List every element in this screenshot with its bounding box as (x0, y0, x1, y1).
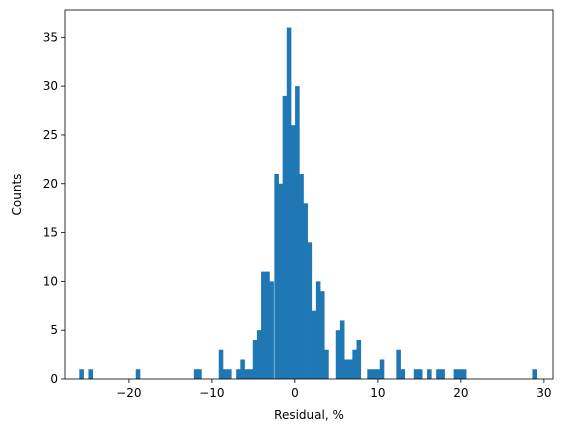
histogram-bar (335, 330, 341, 379)
histogram-bar (265, 271, 270, 379)
y-tick-label: 15 (43, 226, 58, 240)
x-axis-label: Residual, % (274, 408, 344, 422)
histogram-bar (274, 174, 279, 379)
histogram-bar (197, 369, 202, 379)
histogram-bar (218, 349, 224, 379)
x-tick-label: 10 (370, 386, 385, 400)
y-tick-label: 25 (43, 128, 58, 142)
histogram-bar (269, 281, 274, 379)
histogram-bar (379, 359, 385, 379)
histogram-bar (248, 369, 254, 379)
x-axis-ticks: −20 −10 0 10 20 30 (116, 379, 552, 400)
histogram-bar (307, 242, 313, 379)
histogram-bar (135, 369, 141, 379)
histogram-bar (299, 174, 304, 379)
y-axis-label: Counts (10, 174, 24, 216)
histogram-bar (244, 369, 250, 379)
x-tick-label: 30 (536, 386, 551, 400)
histogram-bar (371, 369, 377, 379)
histogram-bar (457, 369, 463, 379)
histogram-bar (227, 369, 232, 379)
histogram-bar (319, 291, 325, 379)
histogram-bars (79, 27, 538, 380)
x-tick-label: 0 (291, 386, 299, 400)
histogram-bar (427, 369, 432, 379)
histogram-bar (236, 369, 241, 379)
histogram-bar (261, 271, 266, 379)
histogram-bar (339, 320, 345, 379)
histogram-bar (461, 369, 467, 379)
histogram-bar (256, 330, 262, 379)
histogram-bar (295, 86, 300, 380)
histogram-bar (303, 203, 308, 379)
histogram-bar (375, 369, 381, 379)
y-tick-label: 30 (43, 79, 58, 93)
y-tick-label: 5 (50, 323, 58, 337)
histogram-bar (352, 349, 357, 379)
histogram-bar (356, 339, 362, 379)
y-tick-label: 0 (50, 372, 58, 386)
histogram-bar (532, 369, 538, 379)
histogram-bar (417, 369, 423, 379)
histogram-bar (193, 369, 199, 379)
histogram-bar (240, 359, 245, 379)
histogram-bar (290, 125, 296, 379)
histogram-bar (413, 369, 419, 379)
histogram-bar (315, 281, 321, 379)
histogram-bar (453, 369, 459, 379)
histogram-bar (79, 369, 84, 379)
histogram-bar (436, 369, 441, 379)
y-tick-label: 10 (43, 274, 58, 288)
histogram-bar (440, 369, 445, 379)
histogram-bar (348, 359, 353, 379)
y-tick-label: 20 (43, 177, 58, 191)
histogram-bar (282, 95, 288, 380)
histogram-bar (88, 369, 94, 379)
plot-frame (64, 9, 554, 380)
histogram-bar (278, 183, 284, 379)
x-tick-label: −20 (116, 386, 141, 400)
x-tick-label: −10 (199, 386, 224, 400)
histogram-bar (344, 359, 349, 379)
histogram-bar (252, 339, 258, 379)
histogram-bar (367, 369, 372, 379)
histogram-bar (286, 27, 292, 379)
histogram-bar (324, 349, 329, 379)
histogram-bar (396, 349, 401, 379)
x-tick-label: 20 (453, 386, 468, 400)
histogram-bar (222, 369, 228, 379)
histogram-bar (311, 310, 317, 379)
histogram-bar (400, 369, 406, 379)
y-tick-label: 35 (43, 30, 58, 44)
y-axis-ticks: 0 5 10 15 20 25 30 35 (43, 30, 65, 386)
